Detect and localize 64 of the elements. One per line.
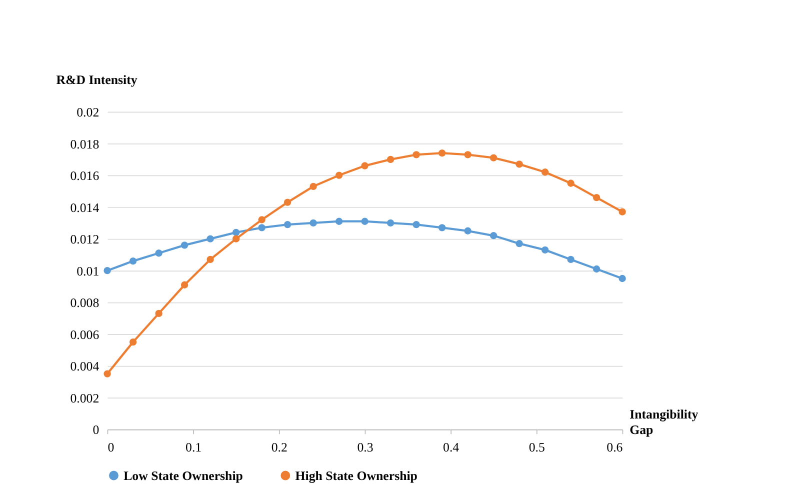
point	[361, 218, 368, 225]
y-tick-label: 0.004	[70, 360, 100, 374]
y-tick-label: 0.02	[76, 106, 100, 120]
point	[335, 172, 343, 179]
point	[567, 256, 574, 264]
point	[618, 208, 626, 216]
point	[412, 220, 420, 228]
point	[412, 151, 420, 158]
point	[618, 274, 626, 282]
point	[438, 149, 446, 157]
point	[567, 180, 574, 187]
x-axis-title: Intangibility Gap	[630, 408, 699, 438]
point	[206, 235, 214, 242]
point	[180, 242, 188, 249]
point	[232, 228, 240, 236]
point	[516, 240, 523, 248]
y-tick-label: 0.018	[70, 137, 100, 152]
point	[490, 154, 498, 162]
point	[180, 281, 188, 288]
point	[464, 151, 472, 158]
point	[490, 232, 498, 240]
x-tick-label: 0	[108, 440, 114, 454]
point	[104, 267, 111, 274]
point	[592, 194, 600, 202]
y-tick-label: 0.01	[76, 264, 100, 278]
point	[284, 220, 292, 228]
point	[310, 182, 317, 190]
point	[464, 227, 472, 234]
point	[129, 338, 137, 346]
point	[361, 162, 368, 170]
point	[541, 246, 549, 254]
x-tick-label: 0.2	[271, 440, 288, 454]
legend-label: Low State Ownership	[124, 468, 243, 483]
point	[310, 219, 317, 227]
x-tick-label: 0.1	[186, 440, 202, 454]
y-axis-title: R&D Intensity	[56, 72, 138, 87]
x-tick-label: 0.6	[606, 440, 624, 454]
point	[516, 160, 523, 168]
point	[129, 257, 137, 265]
point	[284, 198, 292, 206]
y-tick-label: 0.006	[70, 328, 100, 342]
point	[386, 219, 394, 227]
point	[541, 168, 549, 176]
y-tick-label: 0.014	[70, 200, 100, 215]
point	[258, 224, 266, 232]
point	[438, 224, 446, 232]
y-tick-label: 0.012	[70, 232, 100, 247]
y-tick-label: 0	[92, 423, 100, 438]
point	[155, 310, 162, 318]
point	[258, 216, 266, 224]
x-tick-label: 0.5	[528, 440, 545, 454]
point	[335, 218, 343, 225]
y-tick-label: 0.008	[70, 296, 100, 310]
point	[206, 256, 214, 264]
point	[155, 250, 162, 257]
x-tick-label: 0.4	[443, 440, 460, 454]
y-tick-label: 0.016	[70, 169, 100, 184]
x-tick-label: 0.3	[357, 440, 374, 454]
legend-label: High State Ownership	[295, 468, 418, 483]
point	[104, 370, 111, 378]
point	[386, 156, 394, 164]
point	[232, 235, 240, 242]
point	[592, 265, 600, 273]
y-tick-label: 0.002	[70, 391, 100, 406]
